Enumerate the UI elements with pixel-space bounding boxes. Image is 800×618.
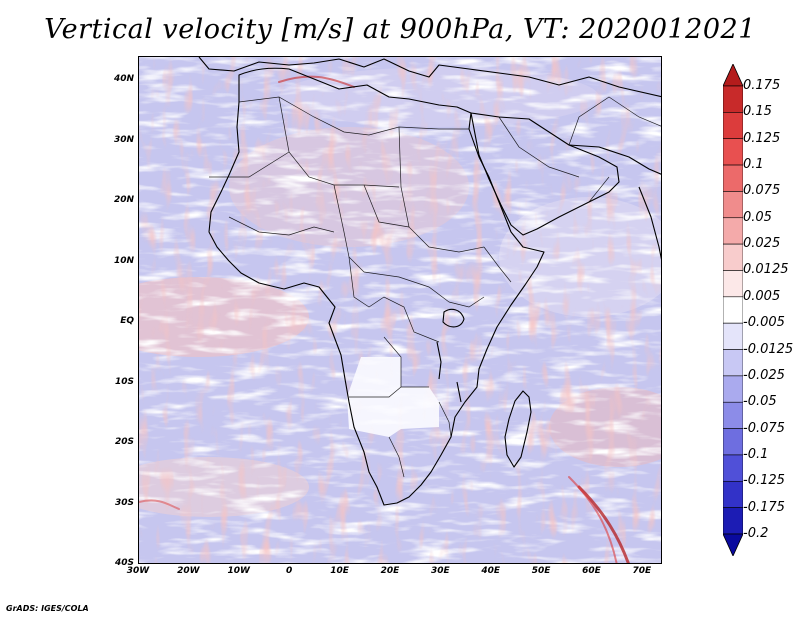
colorbar-label: 0.175 <box>743 78 781 93</box>
coastlines <box>198 57 661 506</box>
colorbar-label: -0.0125 <box>743 341 794 357</box>
longitude-label: 50E <box>531 566 551 576</box>
colorbar-label: -0.125 <box>743 473 785 489</box>
longitude-label: 20W <box>177 566 200 576</box>
colorbar-label: 0.025 <box>743 236 781 252</box>
latitude-label: 40S <box>114 558 134 568</box>
colorbar-swatch <box>723 507 743 535</box>
longitude-label: 0 <box>286 566 293 576</box>
colorbar-swatch <box>723 375 743 403</box>
colorbar-swatch <box>723 428 743 456</box>
colorbar-bottom-triangle <box>723 533 743 556</box>
india-coastline <box>638 186 661 260</box>
colorbar-swatch <box>723 85 743 113</box>
colorbar-label: -0.005 <box>743 315 785 331</box>
colorbar-swatch <box>723 349 743 377</box>
longitude-label: 20E <box>380 566 400 576</box>
colorbar-label: 0.05 <box>743 209 772 225</box>
europe-coastline <box>198 57 661 98</box>
latitude-label: 30N <box>113 134 134 145</box>
latitude-label: 10S <box>114 376 134 387</box>
colorbar-swatch <box>723 322 743 350</box>
longitude-label: 60E <box>582 566 601 576</box>
colorbar-label: 0.125 <box>743 130 781 146</box>
colorbar-swatch <box>723 217 743 245</box>
colorbar-label: -0.05 <box>743 394 777 410</box>
colorbar-swatch <box>723 454 743 482</box>
strong-bands <box>139 75 630 563</box>
colorbar-swatch <box>723 243 743 271</box>
lake-victoria <box>442 308 465 328</box>
longitude-label: 70E <box>632 566 652 576</box>
arabia-coastline <box>470 112 620 236</box>
longitude-label: 40E <box>481 566 501 576</box>
lake-tanganyika <box>436 341 442 380</box>
asia-coastline <box>568 144 661 175</box>
lake-malawi <box>456 381 462 403</box>
colorbar-top-triangle <box>723 64 743 87</box>
chart-title: Vertical velocity [m/s] at 900hPa, VT: 2… <box>44 14 756 45</box>
colorbar-swatch <box>723 164 743 192</box>
africa-coastline <box>208 67 545 506</box>
country-borders <box>209 96 661 478</box>
longitude-label: 10E <box>330 566 349 576</box>
colorbar-label: 0.15 <box>743 104 772 120</box>
colorbar <box>723 64 743 556</box>
latitude-label: 20S <box>114 437 134 448</box>
colorbar-swatch <box>723 138 743 166</box>
colorbar-swatch <box>723 480 743 508</box>
colorbar-swatch <box>723 112 743 140</box>
colorbar-label: -0.075 <box>743 420 785 436</box>
map-panel <box>138 56 662 564</box>
colorbar-label: 0.0125 <box>743 262 789 278</box>
colorbar-label: -0.025 <box>743 367 785 383</box>
longitude-label: 10W <box>227 566 250 576</box>
latitude-label: 30S <box>114 497 134 508</box>
colorbar-swatch <box>723 191 743 219</box>
colorbar-swatch <box>723 296 743 324</box>
colorbar-swatch <box>723 270 743 298</box>
colorbar-label: 0.005 <box>743 288 781 304</box>
longitude-label: 30W <box>126 566 150 576</box>
grads-credit: GrADS: IGES/COLA <box>6 604 89 613</box>
colorbar-label: -0.1 <box>743 446 769 462</box>
latitude-label: 10N <box>113 255 134 266</box>
colorbar-label: -0.2 <box>743 526 769 541</box>
longitude-label: 30E <box>430 566 450 576</box>
neutral-patch <box>347 357 439 437</box>
colorbar-swatch <box>723 401 743 429</box>
colorbar-label: 0.075 <box>743 183 781 199</box>
colorbar-label: 0.1 <box>743 157 764 173</box>
latitude-label: 40N <box>113 74 134 85</box>
latitude-label: 20N <box>113 195 134 206</box>
colorbar-label: -0.175 <box>743 499 785 515</box>
latitude-label: EQ <box>120 316 134 327</box>
madagascar-coastline <box>504 390 532 468</box>
vertical-velocity-field <box>139 57 661 563</box>
field-texture-red <box>139 57 661 563</box>
